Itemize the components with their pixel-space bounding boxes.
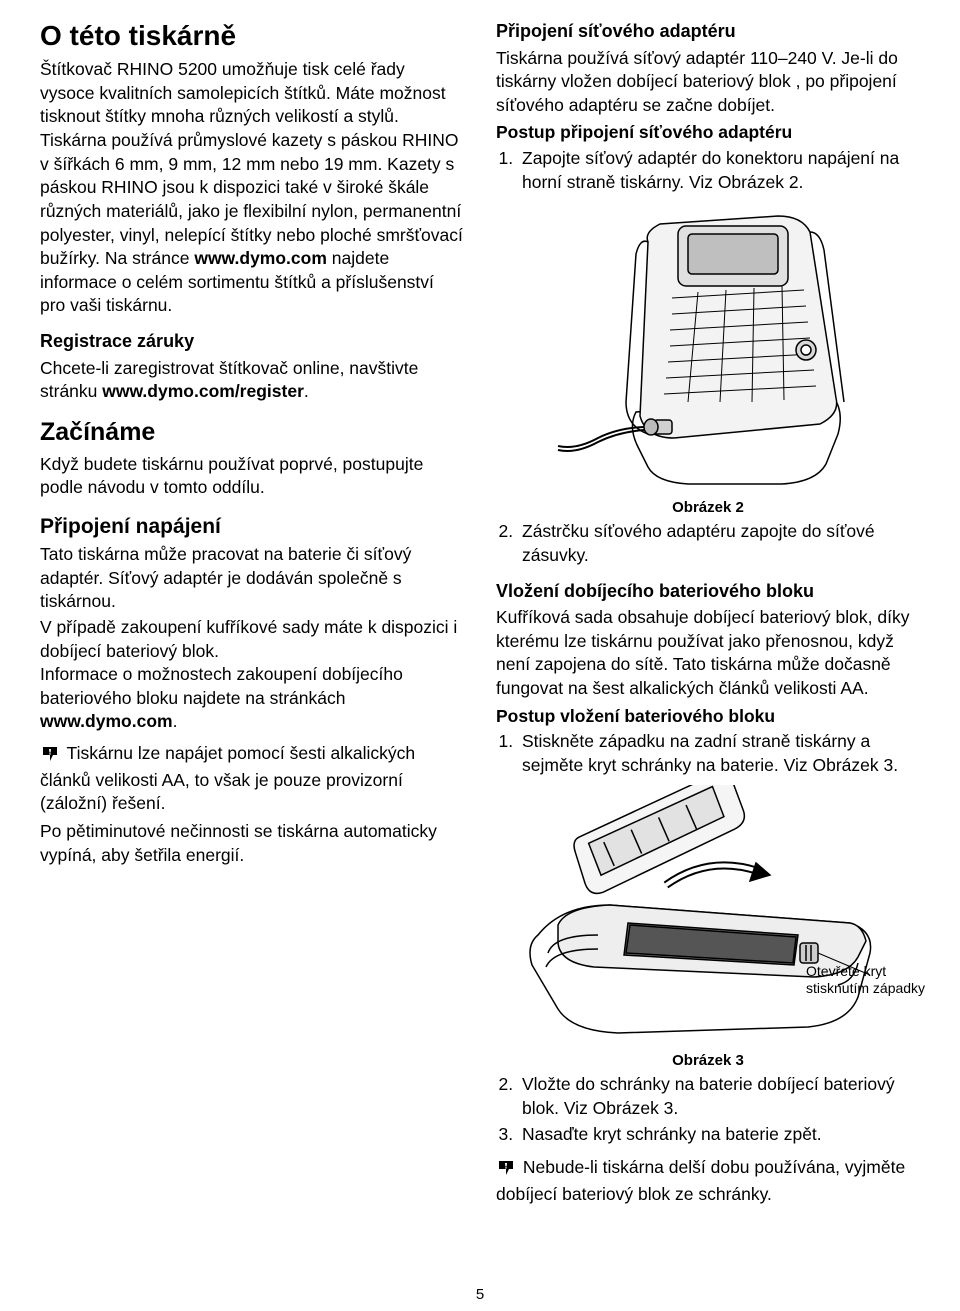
figure-3-callout: Otevřete kryt stisknutím západky	[806, 963, 926, 997]
heading-connect-power: Připojení napájení	[40, 514, 464, 539]
heading-getting-started: Začínáme	[40, 418, 464, 447]
about-text-url: www.dymo.com	[194, 248, 327, 268]
battery-step-2: Vložte do schránky na baterie dobíjecí b…	[518, 1073, 920, 1120]
battery-text: Kufříková sada obsahuje dobíjecí baterio…	[496, 606, 920, 701]
figure-2: Obrázek 2	[496, 202, 920, 516]
about-printer-text: Štítkovač RHINO 5200 umožňuje tisk celé …	[40, 58, 464, 318]
adapter-procedure-list-2: Zástrčku síťového adaptéru zapojte do sí…	[496, 520, 920, 567]
getting-started-text: Když budete tiskárnu používat poprvé, po…	[40, 453, 464, 500]
power-text-1: Tato tiskárna může pracovat na baterie č…	[40, 543, 464, 614]
warranty-text-c: .	[304, 381, 309, 401]
figure-3-callout-line2: stisknutím západky	[806, 980, 925, 996]
power-text-2d: .	[173, 711, 178, 731]
power-text-2: V případě zakoupení kufříkové sady máte …	[40, 616, 464, 734]
page-number: 5	[0, 1286, 960, 1303]
power-text-2b: Informace o možnostech zakoupení dobíjec…	[40, 664, 403, 708]
power-text-2a: V případě zakoupení kufříkové sady máte …	[40, 617, 457, 661]
heading-insert-battery: Vložení dobíjecího bateriového bloku	[496, 580, 920, 603]
right-column: Připojení síťového adaptéru Tiskárna pou…	[496, 20, 920, 1211]
warranty-url: www.dymo.com/register	[102, 381, 304, 401]
figure-3: Otevřete kryt stisknutím západky Obrázek…	[496, 785, 920, 1069]
figure-3-callout-line1: Otevřete kryt	[806, 963, 886, 979]
auto-off-text: Po pětiminutové nečinnosti se tiskárna a…	[40, 820, 464, 867]
note-aa-batteries: Tiskárnu lze napájet pomocí šesti alkali…	[40, 742, 464, 816]
note-icon	[496, 1158, 516, 1183]
heading-warranty-registration: Registrace záruky	[40, 330, 464, 353]
note-icon	[40, 744, 60, 769]
heading-about-printer: O této tiskárně	[40, 20, 464, 52]
figure-3-svg	[498, 785, 918, 1045]
page: O této tiskárně Štítkovač RHINO 5200 umo…	[40, 20, 920, 1211]
battery-procedure-list-2: Vložte do schránky na baterie dobíjecí b…	[496, 1073, 920, 1146]
battery-procedure-list: Stiskněte západku na zadní straně tiskár…	[496, 730, 920, 777]
battery-step-3: Nasaďte kryt schránky na baterie zpět.	[518, 1123, 920, 1147]
left-column: O této tiskárně Štítkovač RHINO 5200 umo…	[40, 20, 464, 1211]
warranty-text: Chcete-li zaregistrovat štítkovač online…	[40, 357, 464, 404]
figure-2-svg	[548, 202, 868, 492]
adapter-step-2: Zástrčku síťového adaptéru zapojte do sí…	[518, 520, 920, 567]
figure-2-caption: Obrázek 2	[496, 499, 920, 516]
adapter-procedure-list: Zapojte síťový adaptér do konektoru napá…	[496, 147, 920, 194]
power-url: www.dymo.com	[40, 711, 173, 731]
battery-step-1: Stiskněte západku na zadní straně tiskár…	[518, 730, 920, 777]
heading-adapter-procedure: Postup připojení síťového adaptéru	[496, 121, 920, 145]
figure-3-caption: Obrázek 3	[496, 1052, 920, 1069]
about-text-a: Štítkovač RHINO 5200 umožňuje tisk celé …	[40, 59, 463, 268]
heading-connect-adapter: Připojení síťového adaptéru	[496, 20, 920, 43]
note-remove-battery: Nebude-li tiskárna delší dobu používána,…	[496, 1156, 920, 1206]
note-aa-text: Tiskárnu lze napájet pomocí šesti alkali…	[40, 743, 415, 813]
adapter-step-1: Zapojte síťový adaptér do konektoru napá…	[518, 147, 920, 194]
heading-battery-procedure: Postup vložení bateriového bloku	[496, 705, 920, 729]
adapter-text: Tiskárna používá síťový adaptér 110–240 …	[496, 47, 920, 118]
note-remove-battery-text: Nebude-li tiskárna delší dobu používána,…	[496, 1157, 905, 1204]
